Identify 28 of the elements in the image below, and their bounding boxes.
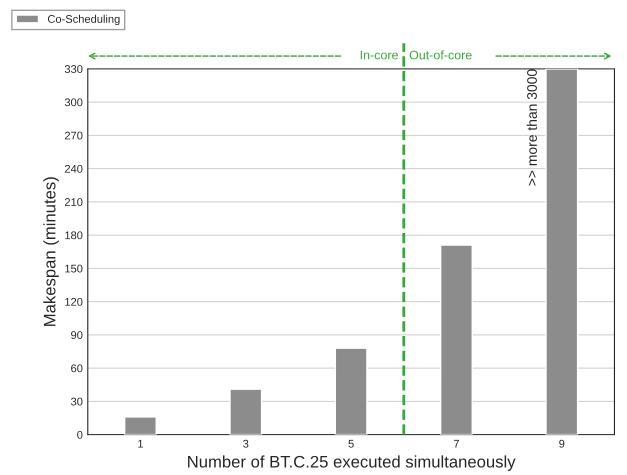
x-tick-label: 5	[348, 440, 354, 448]
x-axis-title: Number of BT.C.25 executed simultaneously	[188, 455, 516, 471]
y-tick-label: 30	[70, 398, 82, 406]
x-tick-label: 7	[454, 440, 459, 448]
y-tick-label: 150	[65, 264, 82, 273]
bar	[334, 347, 368, 435]
y-tick-label: 270	[64, 132, 82, 140]
y-tick-label: 240	[64, 164, 82, 173]
y-tick-label: 60	[71, 364, 82, 372]
x-tick-label: 9	[559, 440, 564, 448]
y-tick-label: 210	[64, 198, 82, 206]
y-tick-label: 330	[64, 65, 82, 74]
y-tick-label: 300	[64, 98, 82, 106]
bar	[440, 244, 473, 435]
y-tick-label: 120	[65, 298, 82, 306]
bar	[124, 416, 157, 435]
x-tick-label: 3	[243, 440, 248, 448]
bar	[545, 68, 578, 435]
y-tick-label: 180	[65, 231, 82, 240]
y-tick-label: 90	[71, 331, 82, 340]
annotation: >> more than 3000	[526, 69, 537, 186]
text: Out-of-core	[410, 50, 472, 60]
y-axis-title: Makespan (minutes)	[43, 177, 59, 326]
text: In-core	[360, 50, 398, 60]
legend-label: Co-Scheduling	[48, 14, 120, 26]
x-tick-label: 1	[138, 440, 143, 448]
y-tick-label: 0	[77, 430, 82, 439]
bar	[229, 388, 262, 435]
